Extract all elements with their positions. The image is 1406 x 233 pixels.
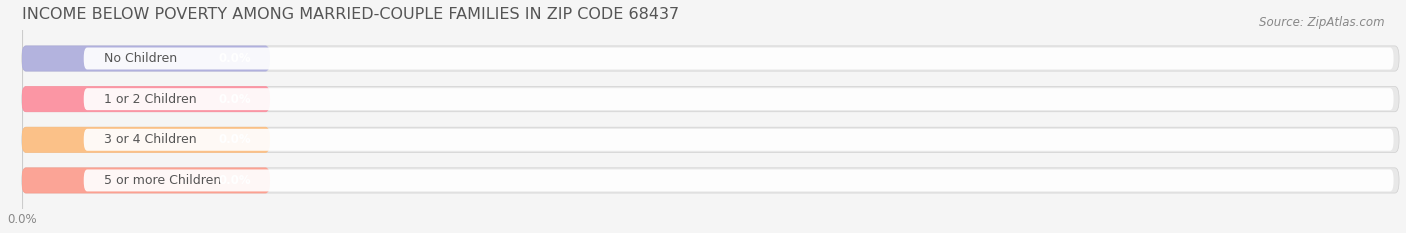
Text: 3 or 4 Children: 3 or 4 Children (104, 133, 197, 146)
Text: 0.0%: 0.0% (219, 133, 252, 146)
FancyBboxPatch shape (21, 86, 270, 112)
Text: 0.0%: 0.0% (219, 93, 252, 106)
FancyBboxPatch shape (21, 168, 1399, 193)
FancyBboxPatch shape (21, 127, 1399, 152)
FancyBboxPatch shape (21, 127, 270, 152)
Text: No Children: No Children (104, 52, 177, 65)
FancyBboxPatch shape (84, 48, 1393, 69)
Text: 0.0%: 0.0% (219, 52, 252, 65)
FancyBboxPatch shape (21, 46, 1399, 71)
Text: 5 or more Children: 5 or more Children (104, 174, 222, 187)
FancyBboxPatch shape (84, 88, 1393, 110)
FancyBboxPatch shape (21, 168, 270, 193)
Text: 1 or 2 Children: 1 or 2 Children (104, 93, 197, 106)
FancyBboxPatch shape (21, 46, 270, 71)
FancyBboxPatch shape (84, 169, 1393, 192)
FancyBboxPatch shape (84, 129, 1393, 151)
Text: Source: ZipAtlas.com: Source: ZipAtlas.com (1260, 16, 1385, 29)
Text: 0.0%: 0.0% (219, 174, 252, 187)
FancyBboxPatch shape (21, 86, 1399, 112)
Text: INCOME BELOW POVERTY AMONG MARRIED-COUPLE FAMILIES IN ZIP CODE 68437: INCOME BELOW POVERTY AMONG MARRIED-COUPL… (21, 7, 679, 22)
